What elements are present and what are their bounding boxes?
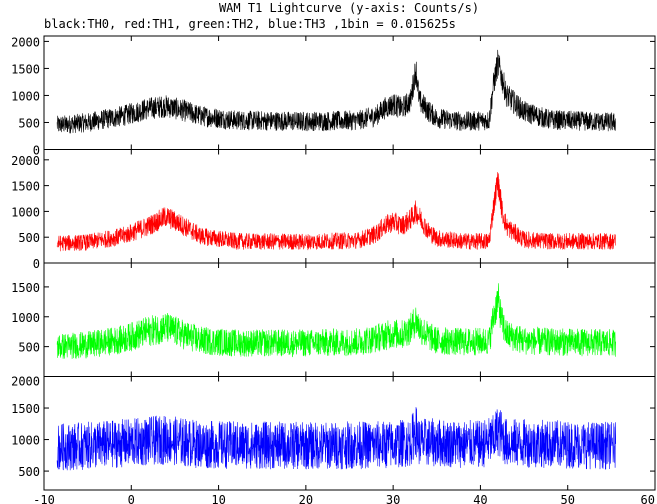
- y-tick-label: 0: [33, 144, 40, 158]
- panel-frame: [43, 262, 656, 377]
- x-tick-label: 0: [128, 493, 135, 504]
- series-line-th1: [56, 172, 616, 252]
- y-tick-label: 500: [18, 116, 40, 130]
- panel-th0: 0 500 1000 1500 2000: [11, 35, 656, 158]
- y-tick-label: 1500: [11, 281, 40, 295]
- y-tick-label: 1000: [11, 434, 40, 448]
- panels-layer: 0500100015002000050010001500200050010001…: [11, 35, 656, 491]
- y-tick-label: 2000: [11, 35, 40, 49]
- y-tick-label: 1000: [11, 89, 40, 103]
- series-line-th3: [56, 407, 616, 471]
- x-tick-label: 20: [299, 493, 313, 504]
- y-tick-label: 1500: [11, 62, 40, 76]
- y-tick-label: 1000: [11, 205, 40, 219]
- y-tick-label: 1500: [11, 402, 40, 416]
- y-tick-label: 0: [33, 257, 40, 271]
- panel-th2: 500 1000 1500: [11, 262, 656, 377]
- y-tick-label: 1500: [11, 180, 40, 194]
- panel-frame: [43, 376, 656, 491]
- panel-th3: 500 1000 1500 2000: [11, 375, 656, 491]
- series-line-th0: [56, 49, 616, 134]
- series-line-th2: [56, 283, 616, 359]
- y-tick-label: 1000: [11, 311, 40, 325]
- x-tick-label: 60: [641, 493, 655, 504]
- y-tick-label: 500: [18, 465, 40, 479]
- y-tick-label: 500: [18, 341, 40, 355]
- panel-frame: [43, 35, 656, 150]
- chart-subtitle: black:TH0, red:TH1, green:TH2, blue:TH3 …: [44, 17, 456, 31]
- x-axis: -10 0 10 20 30 40 50 60: [33, 493, 655, 504]
- x-tick-label: 50: [560, 493, 574, 504]
- chart-title: WAM T1 Lightcurve (y-axis: Counts/s): [219, 1, 479, 15]
- x-tick-label: 40: [473, 493, 487, 504]
- y-tick-label: 2000: [11, 154, 40, 168]
- x-tick-label: 10: [211, 493, 225, 504]
- x-tick-label: 30: [386, 493, 400, 504]
- panel-th1: 0 500 1000 1500 2000: [11, 149, 656, 271]
- x-tick-label: -10: [33, 493, 55, 504]
- y-tick-label: 500: [18, 231, 40, 245]
- y-tick-label: 2000: [11, 375, 40, 389]
